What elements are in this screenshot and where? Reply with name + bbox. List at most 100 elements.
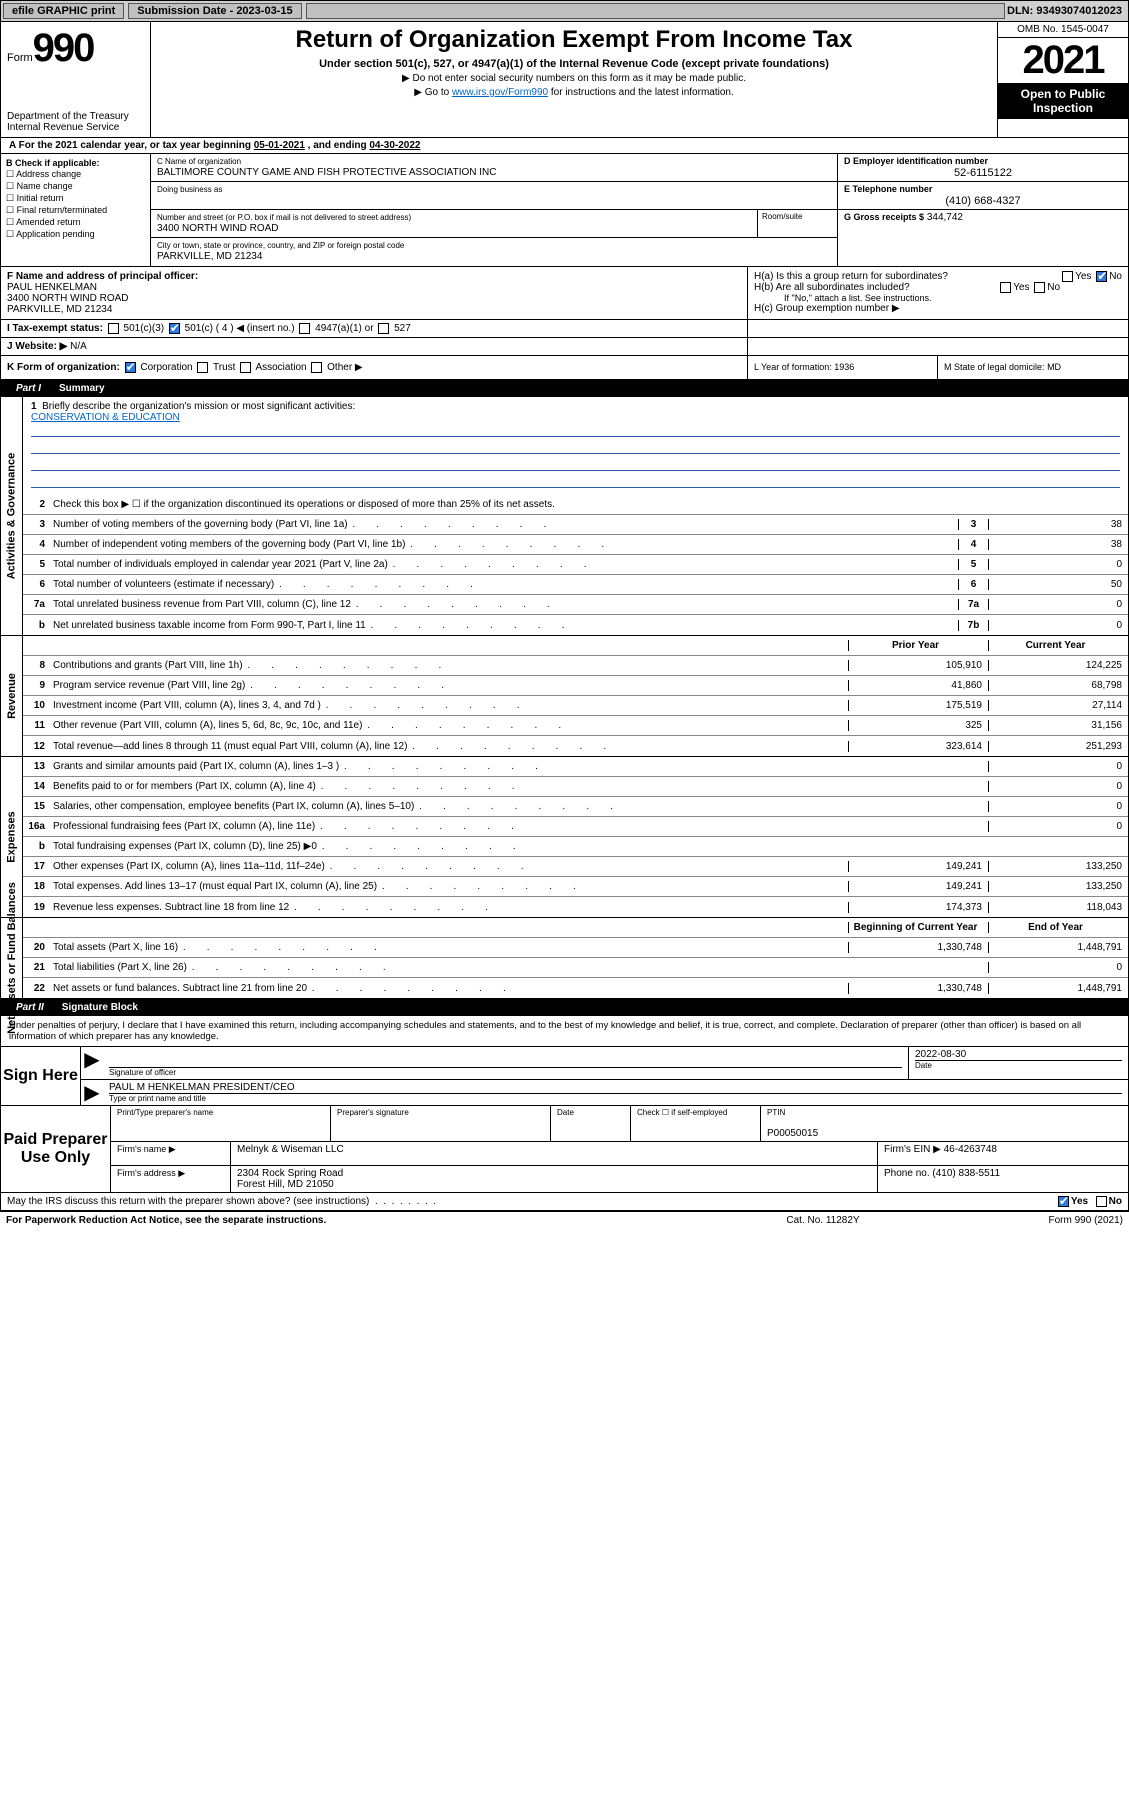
ptin-value: P00050015: [767, 1128, 818, 1139]
footer-mid: Cat. No. 11282Y: [723, 1215, 923, 1226]
p1-ag: Activities & Governance 1 Briefly descri…: [0, 397, 1129, 636]
i-501c3[interactable]: [108, 323, 119, 334]
tax-year: 2021: [998, 38, 1128, 83]
yes-lbl: Yes: [1013, 282, 1029, 293]
no-lbl: No: [1047, 282, 1060, 293]
chk-lbl: Name change: [17, 181, 73, 191]
row-num: 15: [23, 801, 49, 812]
row-desc: Total unrelated business revenue from Pa…: [49, 597, 958, 612]
may-discuss-row: May the IRS discuss this return with the…: [0, 1193, 1129, 1211]
i-527[interactable]: [378, 323, 389, 334]
efile-print-button[interactable]: efile GRAPHIC print: [3, 3, 124, 19]
row-desc: Net unrelated business taxable income fr…: [49, 618, 958, 633]
row-prior: 325: [848, 720, 988, 731]
row-num: 14: [23, 781, 49, 792]
top-toolbar: efile GRAPHIC print Submission Date - 20…: [0, 0, 1129, 22]
row-val: 0: [988, 599, 1128, 610]
k-corp[interactable]: [125, 362, 136, 373]
chk-amended[interactable]: ☐ Amended return: [6, 217, 145, 228]
table-row: bNet unrelated business taxable income f…: [23, 615, 1128, 635]
phone-value: (410) 668-4327: [844, 195, 1122, 207]
line-a-mid: , and ending: [308, 140, 370, 151]
table-row: 17Other expenses (Part IX, column (A), l…: [23, 857, 1128, 877]
i-o1: 501(c)(3): [124, 323, 165, 334]
note-goto: Go to www.irs.gov/Form990 for instructio…: [157, 87, 991, 98]
row-j: J Website: ▶ N/A: [0, 338, 1129, 356]
k-o4: Other ▶: [327, 362, 362, 373]
row-current: 31,156: [988, 720, 1128, 731]
c-name-label: C Name of organization: [157, 157, 241, 166]
row-num: 20: [23, 942, 49, 953]
table-row: 7aTotal unrelated business revenue from …: [23, 595, 1128, 615]
row-current: 133,250: [988, 861, 1128, 872]
row-prior: 174,373: [848, 902, 988, 913]
row-num: 12: [23, 741, 49, 752]
ha-yes[interactable]: [1062, 271, 1073, 282]
col-b: B Check if applicable: ☐ Address change …: [1, 154, 151, 266]
row-num: b: [23, 620, 49, 631]
goto-pre: Go to: [425, 87, 452, 98]
irs-link[interactable]: www.irs.gov/Form990: [452, 87, 548, 98]
row-num: 13: [23, 761, 49, 772]
hb-no[interactable]: [1034, 282, 1045, 293]
chk-name-change[interactable]: ☐ Name change: [6, 181, 145, 192]
officer-printed-name: PAUL M HENKELMAN PRESIDENT/CEO: [109, 1082, 1122, 1093]
row-val: 50: [988, 579, 1128, 590]
pt-self-emp[interactable]: Check ☐ if self-employed: [631, 1106, 761, 1141]
table-row: 22Net assets or fund balances. Subtract …: [23, 978, 1128, 998]
k-o2: Trust: [213, 362, 235, 373]
row-num: 19: [23, 902, 49, 913]
firm-addr2: Forest Hill, MD 21050: [237, 1179, 871, 1190]
chk-app-pending[interactable]: ☐ Application pending: [6, 229, 145, 240]
table-row: 8Contributions and grants (Part VIII, li…: [23, 656, 1128, 676]
row-current: 0: [988, 781, 1128, 792]
row-num: 8: [23, 660, 49, 671]
i-4947[interactable]: [299, 323, 310, 334]
row-prior: 1,330,748: [848, 942, 988, 953]
may-yes[interactable]: [1058, 1196, 1069, 1207]
part1-title: Summary: [59, 383, 105, 394]
part2-bar: Part II Signature Block: [0, 999, 1129, 1016]
yes-lbl: Yes: [1075, 271, 1091, 282]
form-header: Form 990 Department of the Treasury Inte…: [0, 22, 1129, 138]
i-o3: 4947(a)(1) or: [315, 323, 373, 334]
row-current: 118,043: [988, 902, 1128, 913]
row-desc: Grants and similar amounts paid (Part IX…: [49, 759, 848, 774]
e-label: E Telephone number: [844, 184, 932, 194]
g-label: G Gross receipts $: [844, 212, 924, 222]
row-current: 1,448,791: [988, 942, 1128, 953]
i-501c[interactable]: [169, 323, 180, 334]
row-num: 11: [23, 720, 49, 731]
k-assoc[interactable]: [240, 362, 251, 373]
firm-ein: 46-4263748: [944, 1144, 997, 1155]
table-row: 13Grants and similar amounts paid (Part …: [23, 757, 1128, 777]
chk-final-return[interactable]: ☐ Final return/terminated: [6, 205, 145, 216]
k-trust[interactable]: [197, 362, 208, 373]
line-a: A For the 2021 calendar year, or tax yea…: [0, 138, 1129, 154]
pt-name-label: Print/Type preparer's name: [117, 1108, 324, 1117]
chk-address-change[interactable]: ☐ Address change: [6, 169, 145, 180]
ha-no[interactable]: [1096, 271, 1107, 282]
firm-addr1: 2304 Rock Spring Road: [237, 1168, 871, 1179]
form-word: Form: [7, 52, 33, 64]
row-prior: 41,860: [848, 680, 988, 691]
part2-title: Signature Block: [62, 1002, 138, 1013]
table-row: bTotal fundraising expenses (Part IX, co…: [23, 837, 1128, 857]
arrow-icon: ▶: [81, 1080, 103, 1105]
row-desc: Total assets (Part X, line 16): [49, 940, 848, 955]
rev-header: Prior Year Current Year: [23, 636, 1128, 656]
col-eoy: End of Year: [988, 922, 1128, 933]
firm-phone: (410) 838-5511: [932, 1168, 1000, 1179]
k-other[interactable]: [311, 362, 322, 373]
no-lbl: No: [1109, 1196, 1122, 1207]
form-number: 990: [33, 26, 94, 71]
omb-number: OMB No. 1545-0047: [998, 22, 1128, 38]
row-num: 17: [23, 861, 49, 872]
may-no[interactable]: [1096, 1196, 1107, 1207]
chk-initial-return[interactable]: ☐ Initial return: [6, 193, 145, 204]
row-desc: Revenue less expenses. Subtract line 18 …: [49, 900, 848, 915]
row-current: 124,225: [988, 660, 1128, 671]
header-right: OMB No. 1545-0047 2021 Open to Public In…: [998, 22, 1128, 137]
hb-yes[interactable]: [1000, 282, 1011, 293]
gross-receipts: 344,742: [927, 212, 963, 223]
